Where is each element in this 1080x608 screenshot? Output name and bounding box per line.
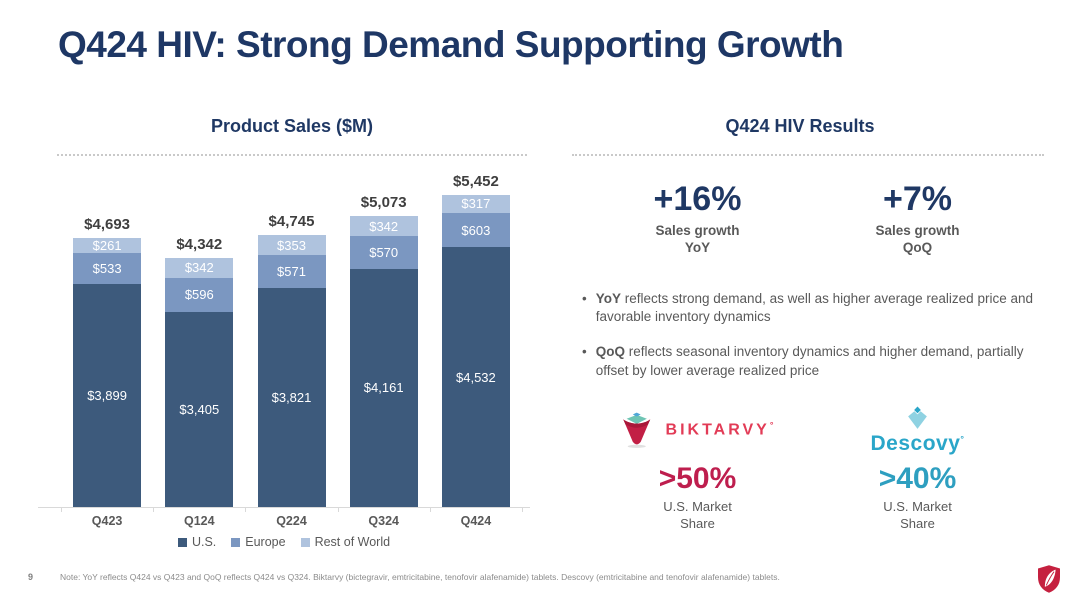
share-caption-line: Share bbox=[900, 515, 935, 531]
metric-qoq: +7% Sales growth QoQ bbox=[820, 180, 1015, 257]
segment-u-s-: $3,405 bbox=[165, 311, 234, 507]
descovy-reg-mark: ° bbox=[960, 434, 965, 444]
segment-europe: $603 bbox=[441, 212, 510, 248]
legend-item-europe: Europe bbox=[231, 535, 286, 549]
bullet-yoy: • YoY reflects strong demand, as well as… bbox=[582, 290, 1038, 326]
results-title: Q424 HIV Results bbox=[725, 116, 875, 136]
metric-caption-line: Sales growth bbox=[875, 223, 960, 238]
x-axis-label-Q124: Q124 bbox=[183, 514, 215, 528]
bullet-body: reflects strong demand, as well as highe… bbox=[595, 291, 1033, 325]
brand-descovy: Descovy° >40% U.S. Market Share bbox=[815, 396, 1020, 533]
biktarvy-wordmark-text: BIKTARVY bbox=[665, 421, 770, 439]
x-axis-label-Q423: Q423 bbox=[91, 514, 123, 528]
bar-Q224: $353 $571 $3,821 $4,745 bbox=[257, 213, 326, 507]
share-caption-line: U.S. Market bbox=[663, 499, 732, 514]
x-axis-label-Q424: Q424 bbox=[460, 514, 492, 528]
biktarvy-reg-mark: ° bbox=[769, 420, 777, 431]
bar-total-label: $5,073 bbox=[360, 194, 407, 212]
segment-europe: $571 bbox=[257, 255, 326, 289]
bullet-lead: YoY bbox=[595, 291, 621, 306]
segment-europe: $596 bbox=[165, 277, 234, 312]
bar-Q324: $342 $570 $4,161 $5,073 bbox=[349, 194, 418, 507]
legend-swatch bbox=[300, 537, 310, 547]
segment-u-s-: $3,899 bbox=[73, 283, 142, 507]
bullet-yoy-text: YoY reflects strong demand, as well as h… bbox=[596, 290, 1038, 326]
axis-tick bbox=[245, 507, 247, 512]
bullet-dot: • bbox=[582, 344, 587, 360]
segment-rest-of-world: $342 bbox=[165, 258, 234, 278]
legend-label: U.S. bbox=[191, 535, 217, 549]
metric-qoq-value: +7% bbox=[883, 180, 952, 218]
descovy-logo: Descovy° bbox=[815, 396, 1020, 456]
bullet-lead: QoQ bbox=[595, 344, 625, 360]
bar-Q424: $317 $603 $4,532 $5,452 bbox=[441, 173, 510, 507]
bar-Q423: $261 $533 $3,899 $4,693 bbox=[73, 216, 142, 507]
metric-caption-line: YoY bbox=[684, 239, 711, 255]
bullet-dot: • bbox=[582, 291, 587, 306]
stacked-bar-chart: $261 $533 $3,899 $4,693 $342 $596 $3,405 $4,342… bbox=[38, 160, 530, 512]
segment-europe: $570 bbox=[349, 235, 418, 269]
bar-total-label: $4,745 bbox=[268, 213, 315, 231]
metric-caption-line: QoQ bbox=[902, 239, 933, 255]
x-axis-label-Q224: Q224 bbox=[276, 514, 307, 528]
axis-tick bbox=[153, 507, 155, 512]
descovy-wordmark: Descovy° bbox=[871, 432, 965, 456]
axis-tick bbox=[429, 507, 431, 512]
results-title-divider bbox=[572, 154, 1044, 156]
metric-yoy-caption: Sales growth YoY bbox=[600, 223, 795, 257]
slide-title: Q424 HIV: Strong Demand Supporting Growt… bbox=[58, 24, 844, 65]
bar-Q124: $342 $596 $3,405 $4,342 bbox=[165, 236, 234, 507]
biktarvy-share-caption: U.S. Market Share bbox=[595, 499, 800, 533]
page-number: 9 bbox=[28, 572, 34, 582]
biktarvy-share-value: >50% bbox=[658, 462, 737, 495]
segment-u-s-: $4,161 bbox=[349, 268, 418, 507]
segment-rest-of-world: $353 bbox=[257, 235, 326, 256]
share-caption-line: U.S. Market bbox=[883, 499, 952, 514]
axis-tick bbox=[61, 507, 62, 512]
descovy-share-value: >40% bbox=[878, 462, 957, 495]
results-bullet-list: • YoY reflects strong demand, as well as… bbox=[582, 290, 1038, 397]
legend-item-u-s-: U.S. bbox=[177, 535, 217, 549]
gilead-shield-icon bbox=[1038, 565, 1060, 593]
descovy-wordmark-text: Descovy bbox=[870, 432, 961, 455]
segment-rest-of-world: $317 bbox=[441, 194, 510, 213]
chart-title: Product Sales ($M) bbox=[210, 116, 374, 136]
chart-title-divider bbox=[57, 154, 527, 156]
bar-total-label: $4,693 bbox=[84, 216, 131, 234]
metric-qoq-caption: Sales growth QoQ bbox=[820, 223, 1015, 257]
chart-x-axis: Q423 Q124 Q224 Q324 Q424 bbox=[38, 514, 530, 530]
biktarvy-vessel-icon bbox=[622, 412, 650, 448]
bar-total-label: $5,452 bbox=[452, 172, 499, 190]
axis-tick bbox=[337, 507, 339, 512]
bullet-qoq: • QoQ reflects seasonal inventory dynami… bbox=[582, 343, 1038, 379]
segment-u-s-: $3,821 bbox=[257, 288, 326, 507]
chart-legend: U.S. Europe Rest of World bbox=[38, 535, 530, 549]
metric-caption-line: Sales growth bbox=[655, 223, 740, 238]
metric-yoy-value: +16% bbox=[653, 180, 742, 218]
descovy-diamond-icon bbox=[908, 406, 927, 429]
bullet-body: reflects seasonal inventory dynamics and… bbox=[595, 344, 1024, 378]
segment-europe: $533 bbox=[73, 253, 142, 284]
legend-label: Europe bbox=[245, 535, 286, 549]
bar-total-label: $4,342 bbox=[176, 236, 223, 254]
legend-swatch bbox=[231, 537, 241, 547]
segment-u-s-: $4,532 bbox=[441, 247, 510, 507]
legend-label: Rest of World bbox=[314, 535, 391, 549]
segment-rest-of-world: $261 bbox=[73, 238, 142, 254]
metric-yoy: +16% Sales growth YoY bbox=[600, 180, 795, 257]
biktarvy-logo: BIKTARVY° bbox=[595, 396, 800, 456]
share-caption-line: Share bbox=[680, 515, 715, 531]
brand-biktarvy: BIKTARVY° >50% U.S. Market Share bbox=[595, 396, 800, 533]
axis-tick bbox=[522, 507, 523, 512]
bullet-qoq-text: QoQ reflects seasonal inventory dynamics… bbox=[596, 343, 1038, 379]
descovy-share-caption: U.S. Market Share bbox=[815, 499, 1020, 533]
x-axis-label-Q324: Q324 bbox=[368, 514, 399, 528]
segment-rest-of-world: $342 bbox=[349, 216, 418, 236]
legend-item-rest-of-world: Rest of World bbox=[300, 535, 391, 549]
legend-swatch bbox=[177, 537, 187, 547]
gilead-logo bbox=[1038, 565, 1060, 598]
footnote: Note: YoY reflects Q424 vs Q423 and QoQ … bbox=[60, 572, 780, 582]
biktarvy-wordmark: BIKTARVY° bbox=[666, 420, 777, 439]
